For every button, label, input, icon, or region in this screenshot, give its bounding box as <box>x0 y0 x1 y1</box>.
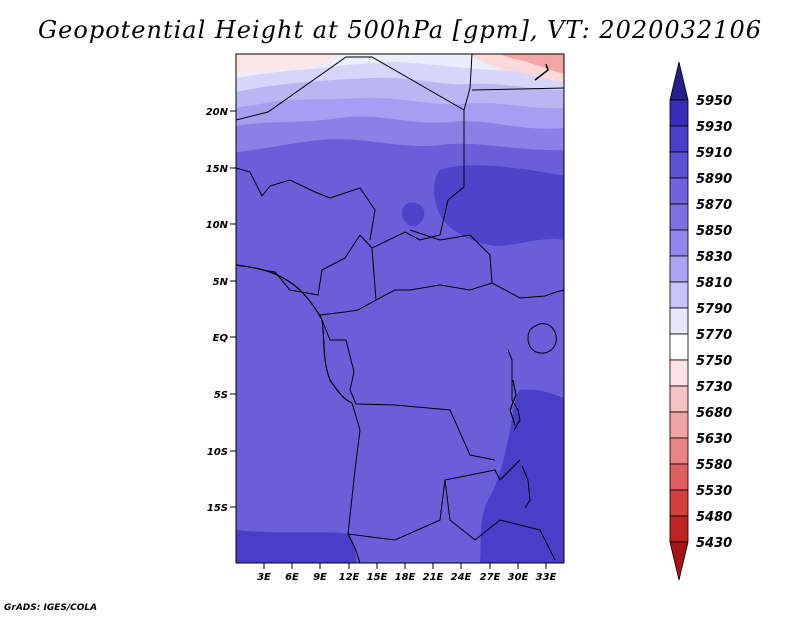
colorbar-swatch <box>669 203 689 231</box>
colorbar-swatch <box>669 515 689 543</box>
lat-label: 20N <box>206 107 229 118</box>
border-a <box>236 56 465 316</box>
colorbar-label: 5530 <box>696 484 732 499</box>
lon-label: 9E <box>313 572 327 583</box>
lake-tanganyika <box>507 349 521 431</box>
colorbar-label: 5630 <box>696 432 732 447</box>
colorbar-label: 5750 <box>696 354 732 369</box>
border-f <box>319 314 496 461</box>
colorbar-swatch <box>669 177 689 205</box>
colorbar-label: 5480 <box>696 510 732 525</box>
band-5890-sahel <box>434 165 564 246</box>
colorbar-swatch <box>669 99 689 127</box>
credit-text: GrADS: IGES/COLA <box>4 603 98 613</box>
lat-label: 10N <box>206 220 229 231</box>
colorbar-swatch <box>669 307 689 335</box>
lon-label: 33E <box>536 572 557 583</box>
colorbar-swatch <box>669 385 689 413</box>
colorbar-swatch <box>669 125 689 153</box>
colorbar-label: 5730 <box>696 380 732 395</box>
colorbar-label: 5580 <box>696 458 732 473</box>
lat-label: 15S <box>207 503 228 514</box>
band-5890-patch <box>402 202 425 227</box>
colorbar-swatch <box>669 411 689 439</box>
border-i <box>444 479 556 561</box>
colorbar-swatch <box>669 359 689 387</box>
lake-malawi <box>521 465 531 509</box>
band-5890-southwest <box>236 530 356 563</box>
colorbar-label: 5830 <box>696 250 732 265</box>
lon-label: 15E <box>367 572 388 583</box>
band-5890-southeast <box>480 389 564 563</box>
lon-label: 27E <box>480 572 501 583</box>
lat-label: 5S <box>214 390 228 401</box>
lat-label: EQ <box>213 333 229 344</box>
lon-axis: 3E 6E 9E 12E 15E 18E 21E 24E 27E 30E 33E <box>257 563 557 583</box>
colorbar-swatch <box>669 489 689 517</box>
colorbar-label: 5890 <box>696 172 732 187</box>
border-b <box>236 167 376 241</box>
colorbar-swatch <box>669 437 689 465</box>
lon-label: 21E <box>423 572 444 583</box>
lake-east <box>509 379 517 426</box>
colorbar-label: 5810 <box>696 276 732 291</box>
lat-axis: 20N 15N 10N 5N EQ 5S 10S 15S <box>206 107 236 514</box>
height-field <box>236 54 564 563</box>
chart-title: Geopotential Height at 500hPa [gpm], VT:… <box>38 16 762 44</box>
lon-label: 3E <box>257 572 271 583</box>
lat-label: 10S <box>207 447 228 458</box>
colorbar-swatch <box>669 255 689 283</box>
borders <box>236 54 564 563</box>
colorbar-label: 5950 <box>696 94 732 109</box>
colorbar-swatch <box>669 463 689 491</box>
lon-label: 24E <box>451 572 472 583</box>
colorbar-label: 5910 <box>696 146 732 161</box>
colorbar-label: 5430 <box>696 536 732 551</box>
colorbar: 5950 5930 5910 5890 5870 5850 5830 5810 5790 5770… <box>669 61 732 581</box>
colorbar-label: 5680 <box>696 406 732 421</box>
colorbar-label: 5770 <box>696 328 732 343</box>
band-5750-east <box>500 54 564 74</box>
border-g <box>347 402 361 563</box>
lat-label: 15N <box>206 164 229 175</box>
lon-label: 12E <box>339 572 360 583</box>
border-e <box>375 282 493 301</box>
colorbar-triangle-top <box>669 61 689 101</box>
map-frame <box>235 53 565 564</box>
coastline-west <box>236 264 353 404</box>
colorbar-label: 5790 <box>696 302 732 317</box>
colorbar-label: 5930 <box>696 120 732 135</box>
colorbar-label: 5850 <box>696 224 732 239</box>
colorbar-triangle-bottom <box>669 541 689 581</box>
lon-label: 6E <box>285 572 299 583</box>
colorbar-swatch <box>669 229 689 257</box>
band-5770-west <box>236 54 340 74</box>
colorbar-swatch <box>669 281 689 309</box>
colorbar-swatch <box>669 151 689 179</box>
lon-label: 18E <box>395 572 416 583</box>
coast-red-sea <box>534 63 549 81</box>
colorbar-swatch <box>669 333 689 361</box>
lake-victoria <box>527 323 557 354</box>
lat-label: 5N <box>213 277 229 288</box>
border-egypt <box>463 54 473 111</box>
lon-label: 30E <box>508 572 529 583</box>
border-north-east <box>471 87 564 91</box>
colorbar-label: 5870 <box>696 198 732 213</box>
